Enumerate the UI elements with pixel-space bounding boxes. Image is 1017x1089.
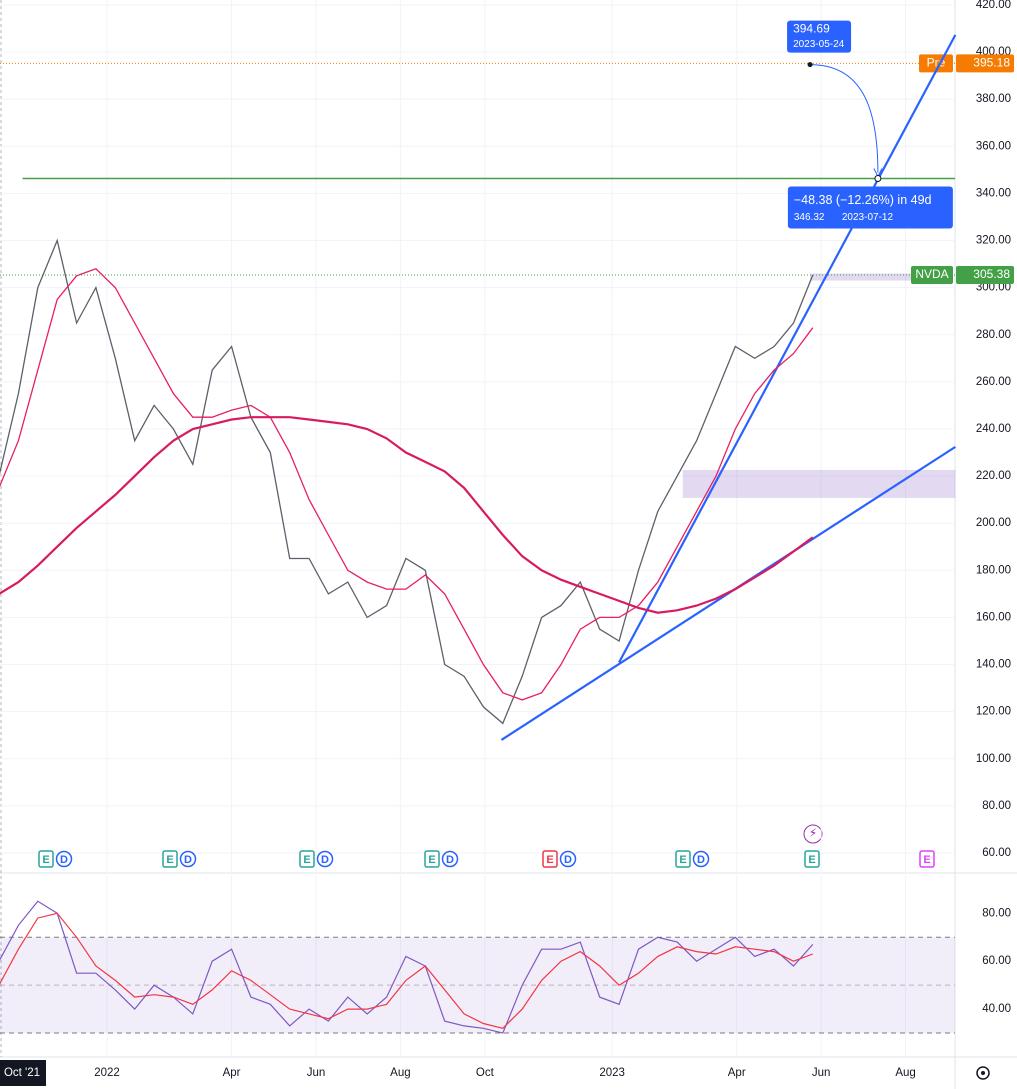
rsi-tick-label: 60.00 bbox=[982, 955, 1011, 967]
x-tick-label: Aug bbox=[895, 1067, 915, 1079]
x-tick-label: 2023 bbox=[599, 1067, 625, 1079]
event-label: D bbox=[564, 854, 572, 866]
event-label: E bbox=[808, 854, 815, 866]
y-tick-label: 80.00 bbox=[982, 800, 1011, 812]
moving-average bbox=[0, 416, 814, 614]
price-tag-label: Pre bbox=[927, 56, 946, 70]
measure-box bbox=[787, 186, 953, 229]
event-label: E bbox=[166, 854, 173, 866]
measure-start-box bbox=[787, 20, 852, 53]
price-tag-label: NVDA bbox=[915, 267, 948, 281]
y-tick-label: 100.00 bbox=[976, 753, 1011, 765]
price-tag-label-bg bbox=[911, 265, 953, 284]
event-badge bbox=[179, 850, 197, 868]
y-tick-label: 280.00 bbox=[976, 329, 1011, 341]
rsi-tick-label: 80.00 bbox=[982, 907, 1011, 919]
event-badge bbox=[441, 850, 459, 868]
measure-end-date: 2023-07-12 bbox=[842, 212, 894, 223]
y-tick-label: 420.00 bbox=[976, 0, 1011, 11]
event-label: D bbox=[321, 854, 329, 866]
x-tick-label: Apr bbox=[728, 1067, 746, 1079]
event-badge bbox=[38, 850, 54, 868]
y-tick-label: 300.00 bbox=[976, 282, 1011, 294]
y-tick-label: 200.00 bbox=[976, 517, 1011, 529]
y-tick-label: 380.00 bbox=[976, 93, 1011, 105]
x-tick-label: Oct '21 bbox=[4, 1067, 40, 1079]
event-label: E bbox=[923, 854, 930, 866]
y-tick-label: 140.00 bbox=[976, 659, 1011, 671]
event-label: E bbox=[546, 854, 553, 866]
price-tag bbox=[956, 54, 1014, 73]
event-label: E bbox=[428, 854, 435, 866]
measure-start bbox=[807, 62, 813, 68]
x-tick-label: Jun bbox=[307, 1067, 326, 1079]
y-tick-label: 340.00 bbox=[976, 187, 1011, 199]
measure-arrow bbox=[810, 64, 879, 173]
y-tick-label: 120.00 bbox=[976, 706, 1011, 718]
event-label: D bbox=[446, 854, 454, 866]
gear-center[interactable] bbox=[981, 1071, 985, 1075]
gear[interactable] bbox=[976, 1066, 990, 1080]
event-label: E bbox=[42, 854, 49, 866]
y-tick-label: 160.00 bbox=[976, 611, 1011, 623]
event-label: D bbox=[184, 854, 192, 866]
x-tick-badge bbox=[0, 1060, 46, 1086]
x-tick-label: Jun bbox=[812, 1067, 831, 1079]
event-badge bbox=[675, 850, 691, 868]
event-label: E bbox=[679, 854, 686, 866]
event-badge bbox=[55, 850, 73, 868]
event-label: D bbox=[60, 854, 68, 866]
event-badge bbox=[162, 850, 178, 868]
event-badge bbox=[804, 850, 820, 868]
y-tick-label: 180.00 bbox=[976, 564, 1011, 576]
y-tick-label: 260.00 bbox=[976, 376, 1011, 388]
y-tick-label: 320.00 bbox=[976, 235, 1011, 247]
measure-start-date: 2023-05-24 bbox=[793, 39, 845, 50]
x-tick-label: Aug bbox=[390, 1067, 410, 1079]
rsi-ma-line bbox=[0, 912, 814, 1029]
y-tick-label: 220.00 bbox=[976, 470, 1011, 482]
trendline bbox=[618, 34, 957, 663]
event-label: E bbox=[303, 854, 310, 866]
settings-icon[interactable] bbox=[976, 1066, 990, 1080]
price-tag-value: 305.38 bbox=[973, 267, 1010, 281]
dividend-ring bbox=[803, 824, 823, 844]
price-tag bbox=[956, 265, 1014, 284]
price-tag-label-bg bbox=[919, 54, 953, 73]
x-tick-label: Oct bbox=[476, 1067, 495, 1079]
moving-average bbox=[0, 268, 814, 701]
event-badge bbox=[424, 850, 440, 868]
measure-end-value: 346.32 bbox=[794, 212, 825, 223]
x-tick-label: 2022 bbox=[94, 1067, 120, 1079]
price-tag-value: 395.18 bbox=[973, 56, 1010, 70]
event-badge bbox=[919, 850, 935, 868]
dividend-icon: ⚡ bbox=[809, 826, 817, 840]
event-badge bbox=[299, 850, 315, 868]
event-badge bbox=[542, 850, 558, 868]
zone bbox=[810, 273, 913, 281]
event-badge bbox=[316, 850, 334, 868]
measure-label: −48.38 (−12.26%) in 49d bbox=[794, 193, 932, 207]
measure-start-value: 394.69 bbox=[793, 22, 830, 36]
event-badge bbox=[692, 850, 710, 868]
rsi-line bbox=[0, 900, 814, 1034]
y-tick-label: 360.00 bbox=[976, 140, 1011, 152]
zone bbox=[682, 469, 956, 498]
rsi-tick-label: 40.00 bbox=[982, 1003, 1011, 1015]
y-tick-label: 240.00 bbox=[976, 423, 1011, 435]
event-label: D bbox=[697, 854, 705, 866]
price-line-series bbox=[0, 238, 814, 725]
event-badge bbox=[559, 850, 577, 868]
y-tick-label: 60.00 bbox=[982, 847, 1011, 859]
measure-end bbox=[874, 175, 882, 183]
x-tick-label: Apr bbox=[223, 1067, 241, 1079]
